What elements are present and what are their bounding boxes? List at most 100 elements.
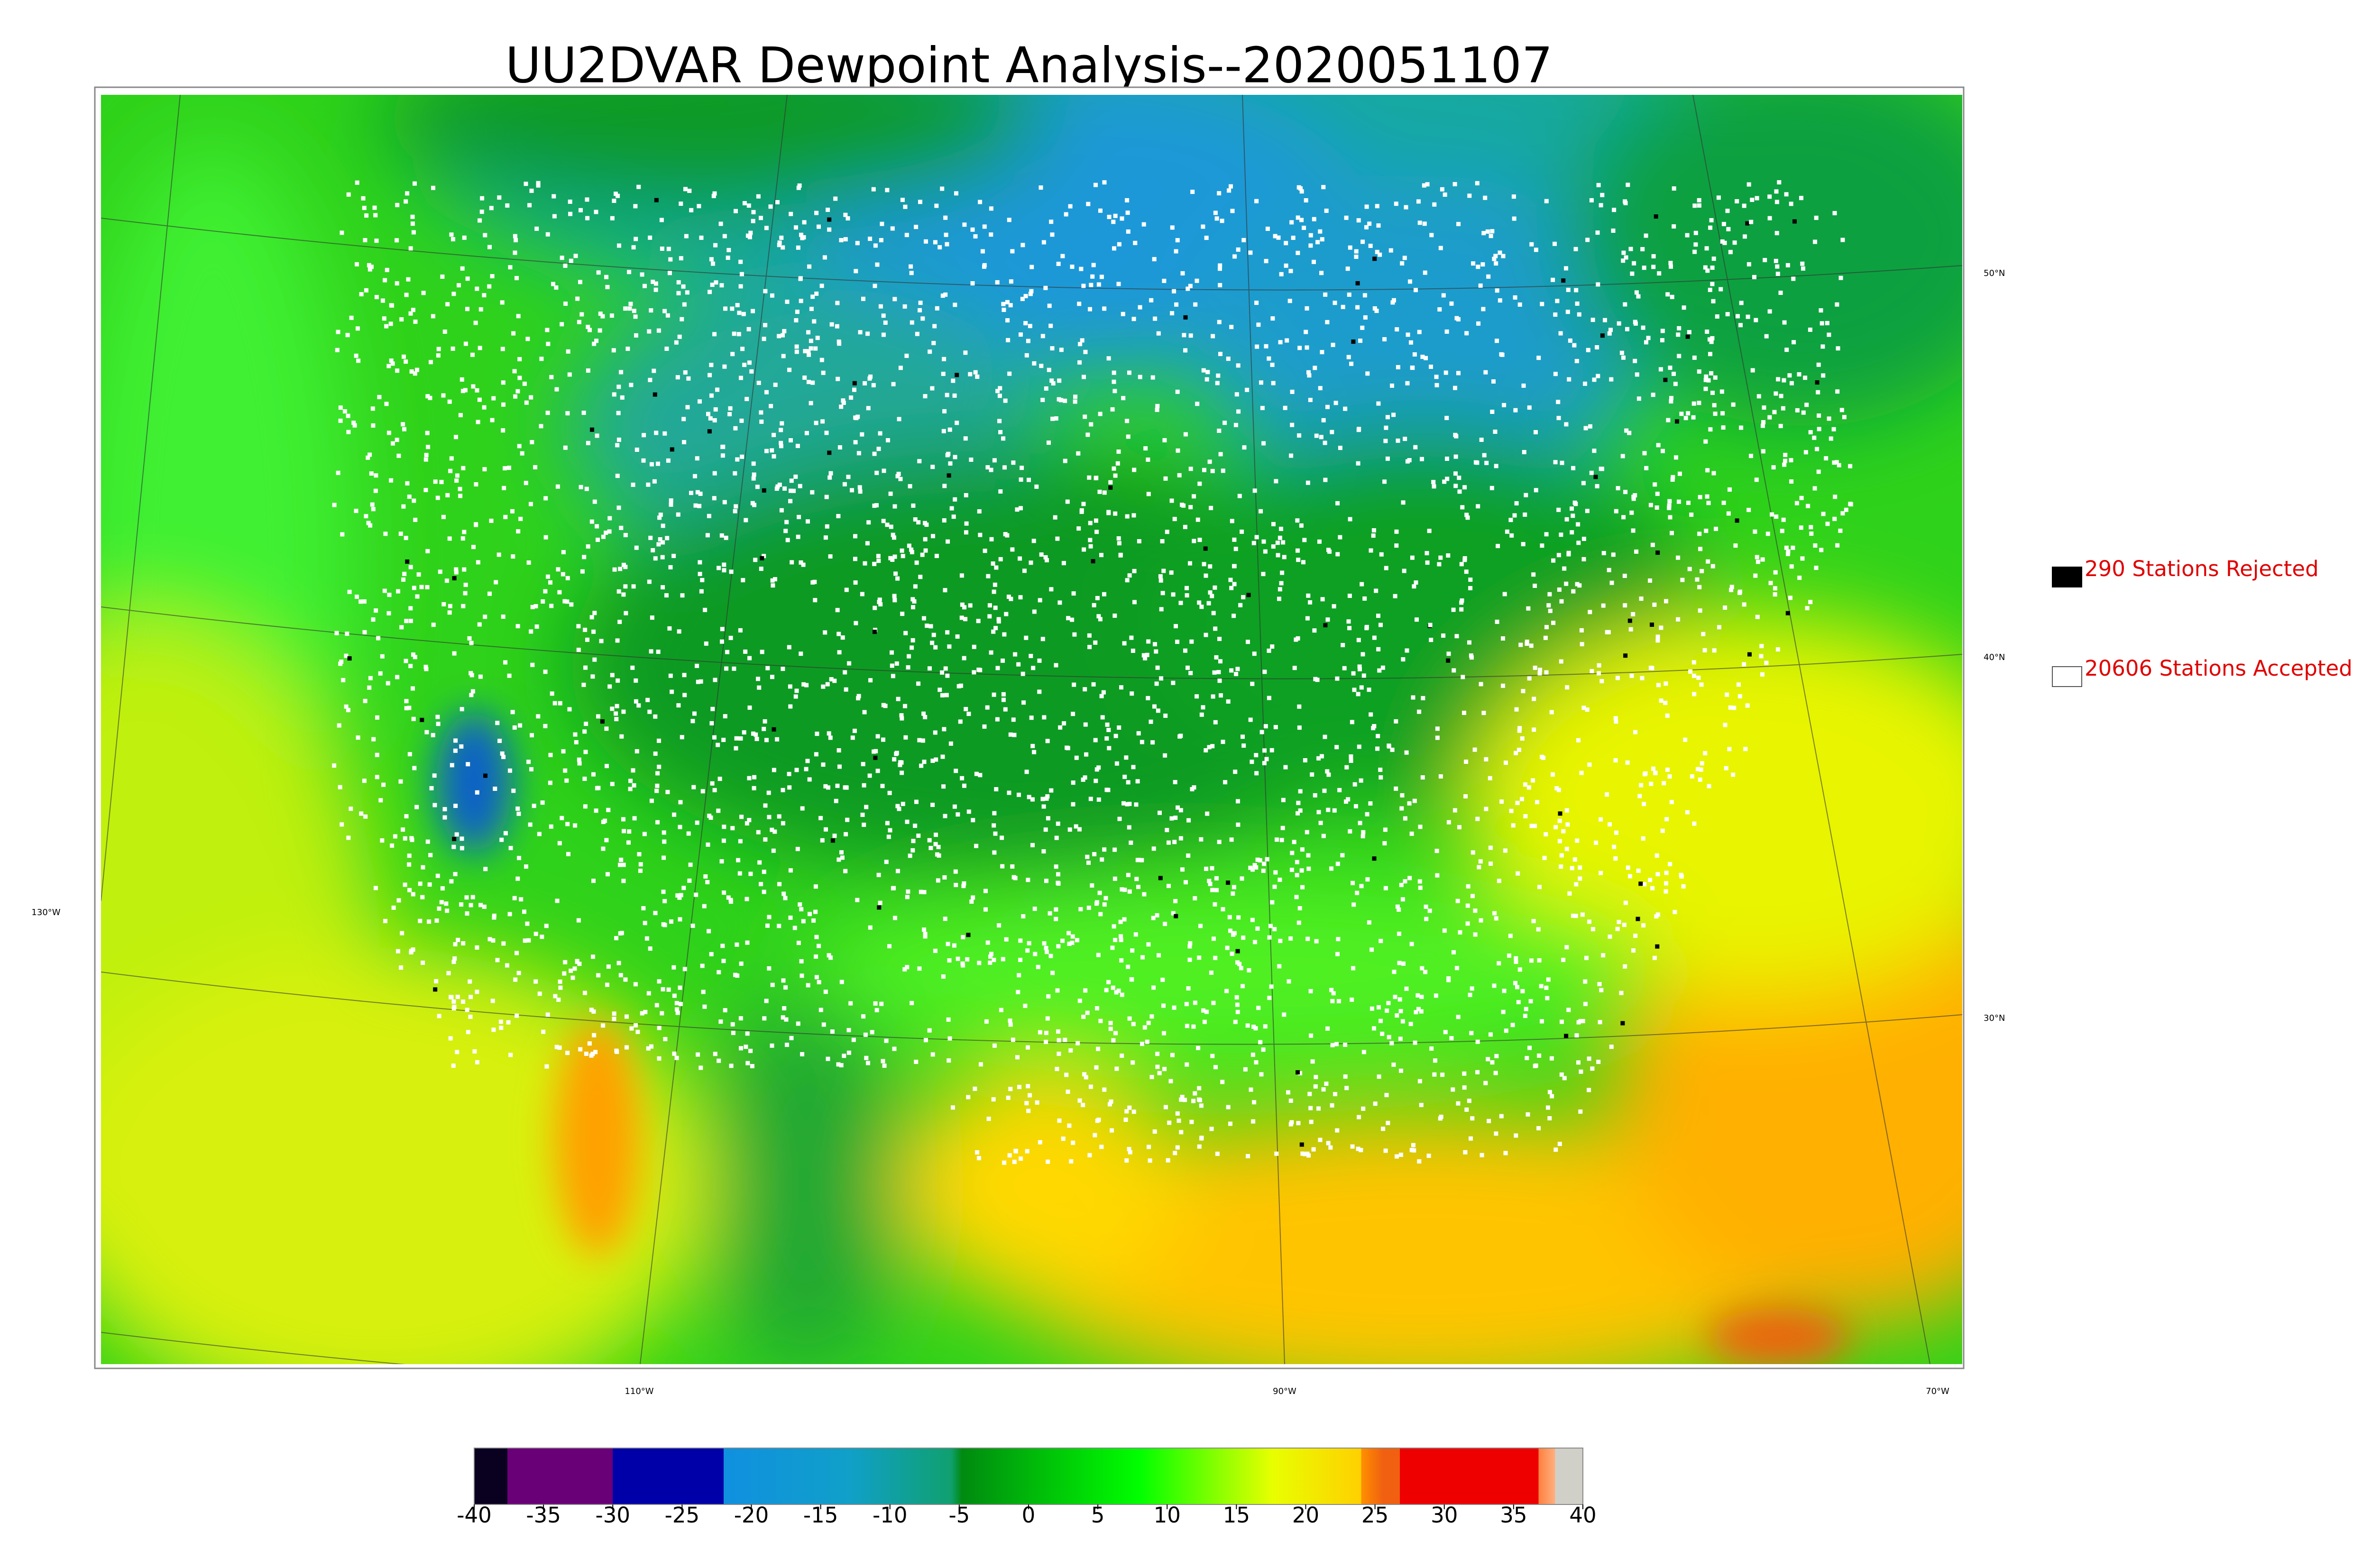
station-marker [1175,389,1180,394]
station-marker [1590,318,1595,322]
station-marker [995,666,1000,670]
colorbar-tick-label: -15 [803,1503,838,1528]
station-marker [729,1064,734,1068]
station-marker [1389,1041,1394,1045]
station-marker [1775,647,1780,652]
station-marker [836,632,841,636]
station-marker [391,441,395,446]
station-marker [627,829,632,834]
station-marker [878,602,883,606]
station-marker [625,1045,629,1050]
station-marker [1676,332,1681,337]
station-marker [1735,518,1739,523]
station-marker [1827,416,1831,421]
station-marker [1219,693,1223,698]
station-marker [738,736,743,741]
station-marker [1180,1095,1185,1099]
station-marker [1836,346,1840,351]
station-marker [1267,356,1271,361]
station-marker [807,264,812,269]
station-marker [1253,940,1257,944]
station-marker [637,852,642,857]
station-marker [1206,601,1211,605]
station-marker [1515,985,1519,990]
station-marker [1193,302,1198,307]
station-marker [406,277,411,282]
station-marker [1413,445,1418,449]
station-marker [1553,312,1558,317]
station-marker [592,611,597,615]
station-marker [675,375,680,380]
station-marker [338,405,343,410]
station-marker [1106,511,1111,515]
station-marker [789,438,793,443]
station-marker [582,777,587,781]
station-marker [674,340,679,345]
station-marker [362,599,367,604]
station-marker [516,971,521,975]
station-marker [1331,991,1336,996]
station-marker [1412,352,1417,357]
station-marker [1053,515,1057,520]
station-marker [1575,838,1580,843]
station-marker [591,629,596,634]
station-marker [1452,808,1457,813]
station-marker [631,245,636,250]
station-marker [1271,544,1276,549]
station-marker [1343,406,1348,411]
station-marker [437,906,441,911]
station-marker [1117,541,1121,546]
station-marker [463,583,468,587]
station-marker [737,871,742,876]
station-marker [878,304,883,309]
station-marker [910,550,914,554]
station-marker [1089,283,1094,287]
station-marker [881,1059,885,1064]
station-marker [563,263,568,268]
station-marker [725,650,730,654]
station-marker [460,536,465,541]
station-marker [612,567,617,572]
station-marker [454,832,459,837]
station-marker [1006,338,1011,342]
station-marker [1102,180,1107,185]
station-marker [1654,505,1659,510]
station-marker [543,589,548,594]
station-marker [1087,645,1092,650]
station-marker [698,679,703,684]
station-marker [1529,643,1534,648]
station-marker [1601,953,1606,958]
station-marker [1018,958,1023,962]
station-marker [807,777,812,782]
station-marker [955,634,960,639]
station-marker [948,461,953,466]
station-marker [1746,314,1750,319]
station-marker [1307,1091,1312,1096]
station-marker [1816,390,1820,394]
station-marker [533,604,538,609]
station-marker [647,329,652,334]
station-marker [1203,1019,1207,1024]
station-marker [1253,1026,1258,1031]
station-marker [1331,342,1335,347]
station-marker [998,489,1003,494]
station-marker [1122,641,1127,646]
station-marker [1478,859,1483,864]
station-marker [1218,283,1222,287]
station-marker [1031,539,1036,543]
station-marker [1333,301,1337,305]
station-marker [814,954,818,959]
station-marker [930,1052,935,1057]
station-marker [346,708,350,713]
station-marker [1032,609,1037,614]
station-marker [698,572,702,576]
station-marker [770,578,775,583]
station-marker [374,295,379,299]
station-marker [1395,1154,1399,1159]
station-marker [742,363,747,367]
station-marker [478,903,483,908]
station-marker [1303,758,1307,762]
station-marker [765,666,770,670]
station-marker [1411,695,1415,700]
station-marker [808,912,812,917]
